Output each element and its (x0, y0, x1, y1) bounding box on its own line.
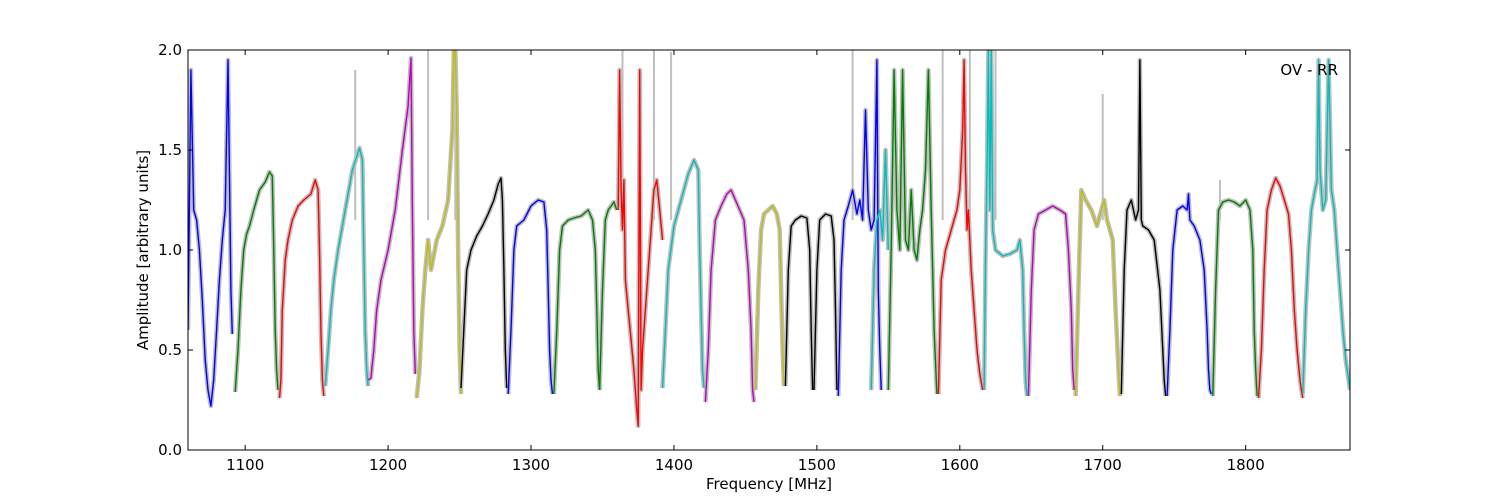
y-axis-label: Amplitude [arbitrary units] (134, 150, 152, 350)
band-series-27 (1257, 177, 1304, 399)
y-tick-label: 1.5 (158, 141, 182, 159)
band-series-19 (887, 69, 938, 395)
band-series-24 (1120, 59, 1167, 397)
series-layer (188, 50, 1350, 427)
y-tick-label: 1.0 (158, 241, 182, 259)
x-tick-label: 1500 (798, 456, 836, 474)
band-series-6 (416, 50, 462, 399)
band-series-11 (617, 69, 664, 427)
band-series-10 (598, 201, 618, 391)
x-tick-label: 1600 (941, 456, 979, 474)
band-series-14 (754, 205, 785, 391)
band-series-18 (870, 149, 889, 391)
x-tick-label: 1100 (226, 456, 264, 474)
band-series-15 (784, 215, 814, 391)
x-tick-label: 1400 (655, 456, 693, 474)
band-series-2 (234, 171, 279, 393)
band-series-20 (937, 59, 984, 395)
x-tick-label: 1200 (369, 456, 407, 474)
band-series-16 (813, 213, 838, 391)
x-tick-label: 1800 (1227, 456, 1265, 474)
y-tick-label: 0.5 (158, 341, 182, 359)
band-series-8 (507, 199, 554, 395)
band-series-28 (1302, 59, 1350, 395)
band-series-4 (324, 147, 369, 387)
band-series-3 (278, 179, 325, 399)
y-tick-label: 2.0 (158, 41, 182, 59)
band-series-25 (1166, 193, 1213, 397)
x-axis-label: Frequency [MHz] (706, 475, 832, 493)
band-series-23 (1074, 189, 1121, 397)
band-series-7 (460, 177, 508, 389)
band-series-1 (188, 59, 233, 407)
band-series-5 (367, 57, 416, 381)
x-tick-label: 1300 (512, 456, 550, 474)
band-series-22 (1027, 205, 1075, 397)
band-series-9 (553, 209, 601, 395)
x-tick-label: 1700 (1084, 456, 1122, 474)
axis-ticks: 1100 1200 1300 1400 1500 1600 1700 1800 0.0 0.5 1.… (158, 41, 1350, 474)
panel-annotation: OV - RR (1280, 61, 1338, 79)
y-tick-label: 0.0 (158, 441, 182, 459)
band-series-26 (1212, 199, 1258, 397)
band-series-12 (661, 159, 705, 389)
band-series-21 (983, 50, 1028, 397)
band-series-17 (837, 59, 882, 397)
band-series-13 (704, 189, 755, 403)
